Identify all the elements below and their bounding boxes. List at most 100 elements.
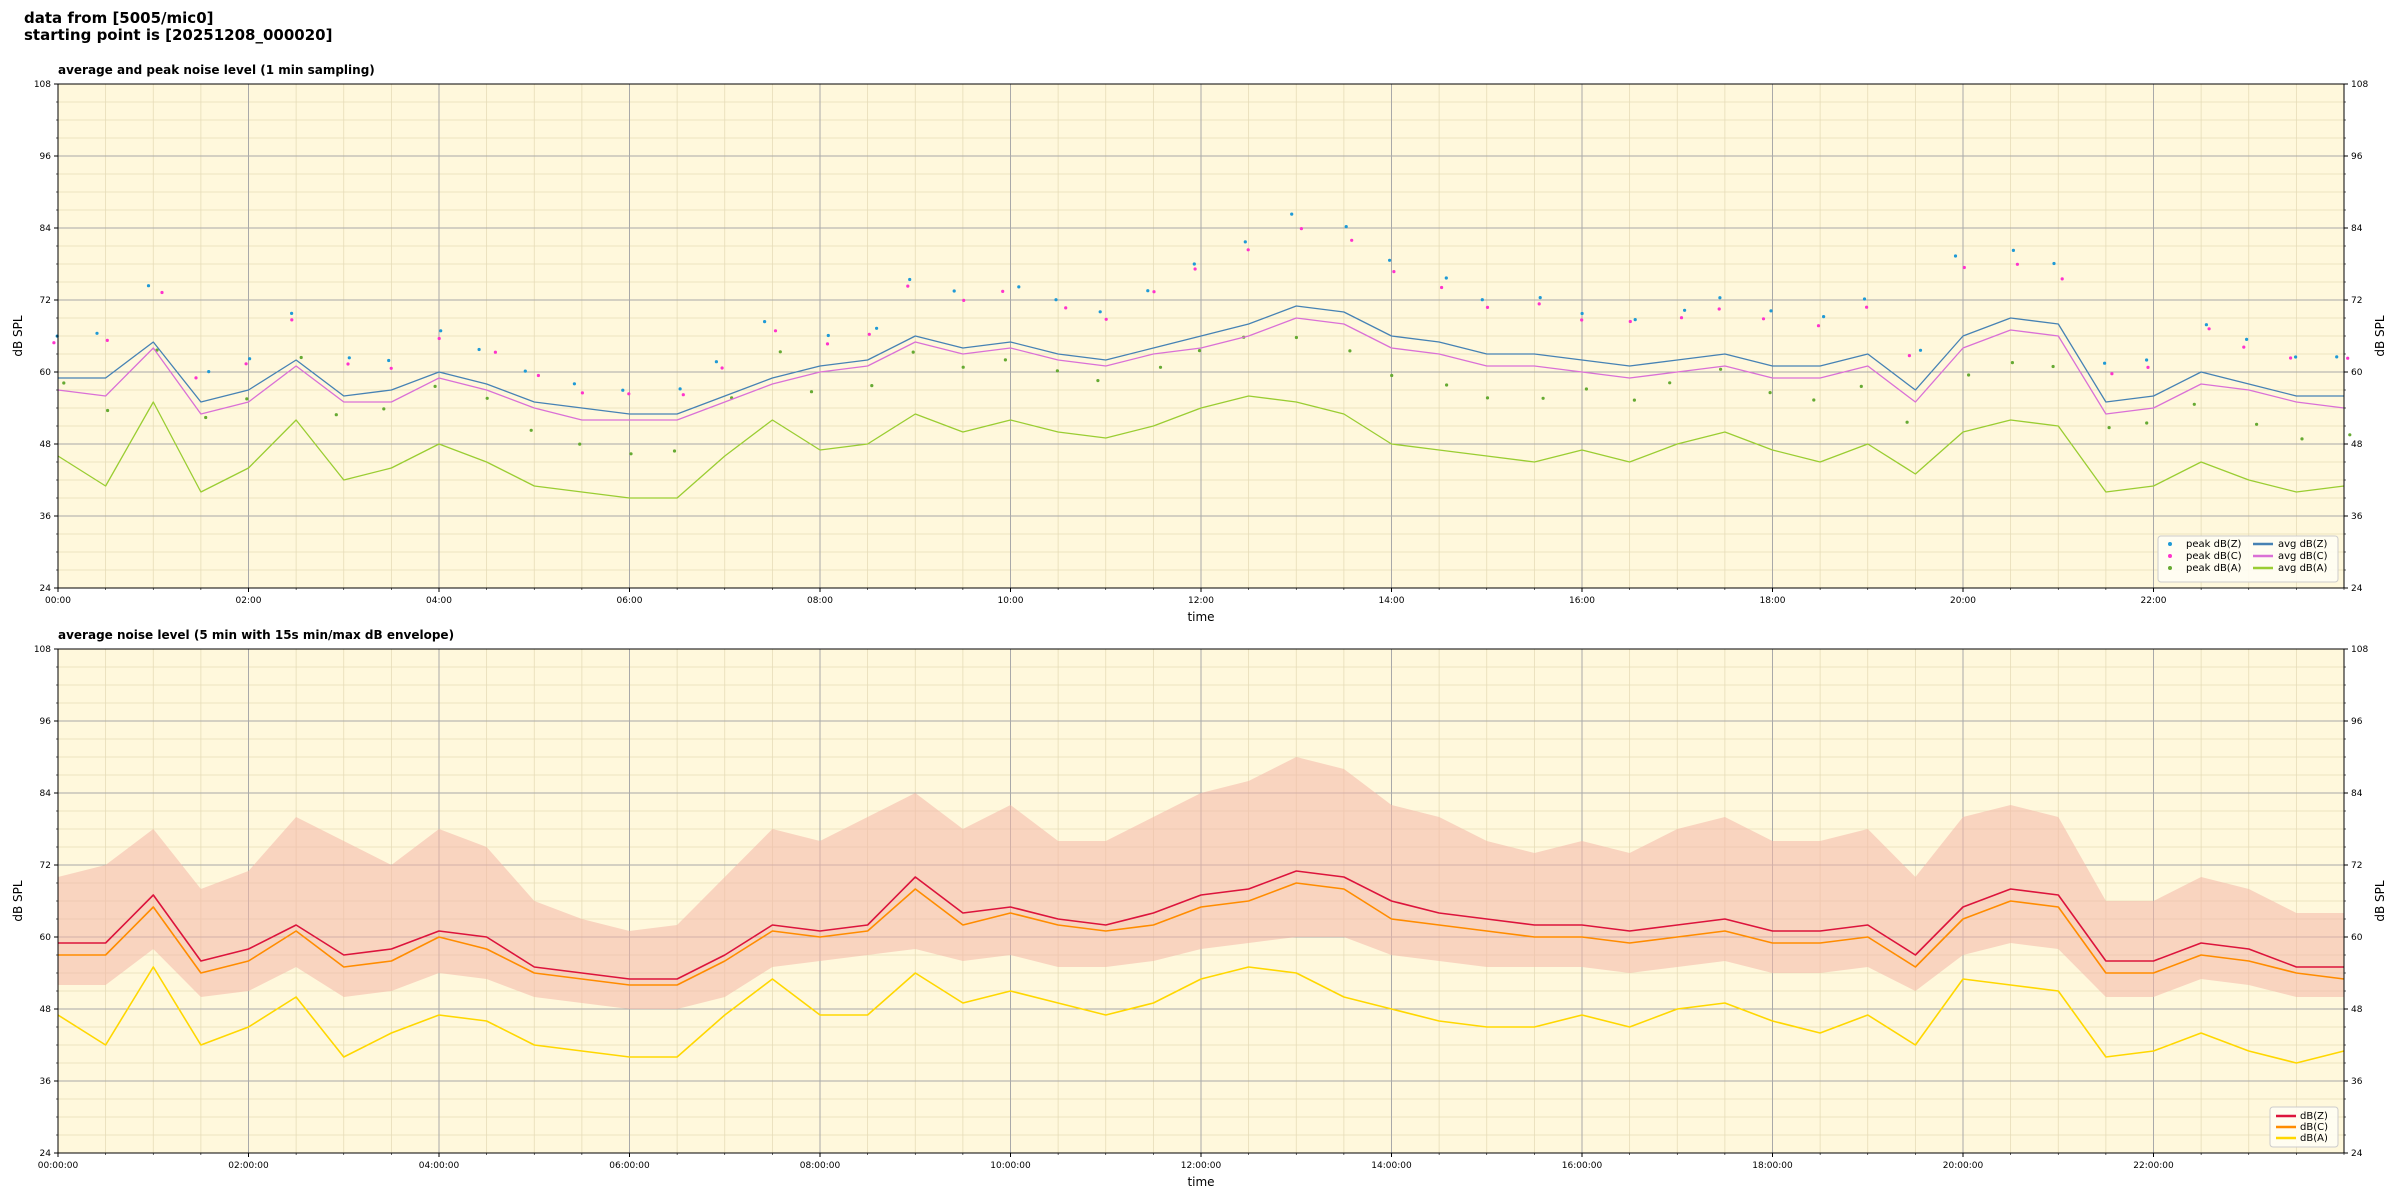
panel2-xtick-label: 04:00:00 [419,1161,460,1171]
panel1-series-peak-db-c- [52,227,2350,397]
panel2-ytick-label-left: 60 [40,933,52,943]
panel2-ytick-label-right: 108 [2351,645,2368,655]
panel2-ytick-label-right: 60 [2351,933,2363,943]
panel1-peak-point [1158,365,1163,369]
panel1-peak-point [962,298,966,302]
panel1-peak-point [2011,248,2015,252]
panel1-y-axis-label-right: dB SPL [2373,315,2387,357]
panel1-peak-point [681,393,685,397]
panel1-series-peak-db-z- [55,212,2339,392]
panel1-peak-point [778,350,782,354]
panel1-peak-point [2010,361,2014,365]
panel1-ytick-label-left: 60 [40,368,52,378]
panel1-peak-point [1717,307,1721,311]
panel1-peak-point [2335,355,2339,359]
panel1-peak-point [194,376,198,380]
panel1-peak-point [387,358,391,363]
panel1-peak-point [1440,285,1444,290]
panel1-peak-point [290,311,294,315]
panel1-peak-point [961,365,965,369]
panel1-peak-point [146,284,151,288]
panel1-peak-point [536,373,541,378]
panel1-peak-point [1628,319,1632,324]
panel1-legend-marker [2168,542,2172,546]
panel1-legend-label: avg dB(A) [2278,563,2328,574]
panel1-ytick-label-right: 108 [2351,80,2368,90]
panel1-line-avg-db-a- [57,395,2345,499]
panel1-peak-point [1541,396,1545,400]
panel1-peak-point [437,336,441,341]
panel1-peak-point [1816,324,1821,328]
panel1-peak-point [2300,437,2304,441]
panel1-peak-point [204,415,208,420]
panel1-peak-point [2107,426,2111,430]
panel1-peak-point [1146,289,1150,293]
panel1-peak-point [621,388,625,392]
panel1-peak-point [346,362,350,366]
panel2-y-axis-label-left: dB SPL [11,880,25,922]
panel1-peak-point [248,357,252,361]
panel1-peak-point [1718,296,1722,300]
panel2-ytick-label-right: 72 [2351,861,2362,871]
panel1-peak-point [763,320,767,324]
panel2-legend-label: dB(C) [2300,1122,2328,1133]
panel1-peak-point [493,350,497,354]
panel1-xtick-label: 04:00 [426,596,452,606]
panel1-ytick-label-right: 24 [2351,584,2363,594]
panel1-peak-point [1668,381,1672,385]
panel1-xtick-label: 00:00 [45,596,71,606]
panel2-legend: dB(Z)dB(C)dB(A) [2269,1106,2339,1148]
panel1-peak-point [2207,327,2211,331]
panel1-peak-point [1683,308,1687,312]
panel2-ytick-label-right: 24 [2351,1149,2363,1159]
panel1-peak-point [870,384,874,388]
panel2-line-db-a- [57,966,2345,1064]
panel2-xtick-label: 20:00:00 [1943,1161,1984,1171]
chart-5min-envelope: 108 108 96 96 84 84 72 72 60 60 48 48 36 36 24 24 00:00:… [11,628,2387,1189]
panel1-peak-point [1859,384,1863,388]
panel1-peak-point [155,348,159,352]
panel1-peak-point [106,408,110,413]
panel1-peak-point [1632,398,1636,402]
panel2-ytick-label-left: 48 [40,1005,52,1015]
panel1-peak-point [952,289,956,293]
panel1-peak-point [2051,364,2055,369]
panel1-peak-point [875,326,879,330]
panel1-ytick-label-left: 108 [34,80,51,90]
panel1-peak-point [1348,349,1352,353]
panel1-peak-point [207,370,211,374]
panel2-xtick-label: 12:00:00 [1181,1161,1222,1171]
panel1-peak-point [2294,355,2298,359]
panel1-legend-label: peak dB(Z) [2186,539,2242,550]
panel1-peak-point [1445,383,1449,387]
panel1-legend-label: avg dB(C) [2278,551,2328,562]
panel1-ytick-label-right: 84 [2351,224,2363,234]
panel1-peak-point [2192,402,2196,406]
panel1-ytick-label-left: 36 [40,512,52,522]
panel1-peak-point [1538,296,1542,300]
panel1-peak-point [105,338,109,342]
panel1-ytick-label-right: 48 [2351,440,2363,450]
panel1-xtick-label: 20:00 [1950,596,1976,606]
panel1-ytick-label-left: 48 [40,440,52,450]
panel1-legend-marker [2168,566,2172,570]
panel2-xtick-label: 06:00:00 [609,1161,650,1171]
panel1-peak-point [1812,398,1816,402]
panel1-peak-point [1769,309,1773,313]
panel1-peak-point [1243,240,1247,244]
panel1-peak-point [714,360,719,364]
panel1-peak-point [1054,298,1058,302]
panel1-peak-point [2242,345,2246,349]
panel1-ytick-label-right: 96 [2351,152,2363,162]
panel1-peak-point [2145,358,2149,362]
panel2-ytick-label-right: 48 [2351,1005,2363,1015]
panel1-peak-point [2289,356,2293,360]
panel1-peak-point [1865,305,1869,309]
panel1-peak-point [334,413,338,417]
panel1-y-axis-label-left: dB SPL [11,315,25,357]
panel2-xtick-label: 18:00:00 [1752,1161,1793,1171]
panel2-x-axis-label: time [1187,1175,1214,1189]
panel1-peak-point [2110,372,2114,376]
panel1-peak-point [809,390,814,394]
panel1-xtick-label: 12:00 [1188,596,1214,606]
